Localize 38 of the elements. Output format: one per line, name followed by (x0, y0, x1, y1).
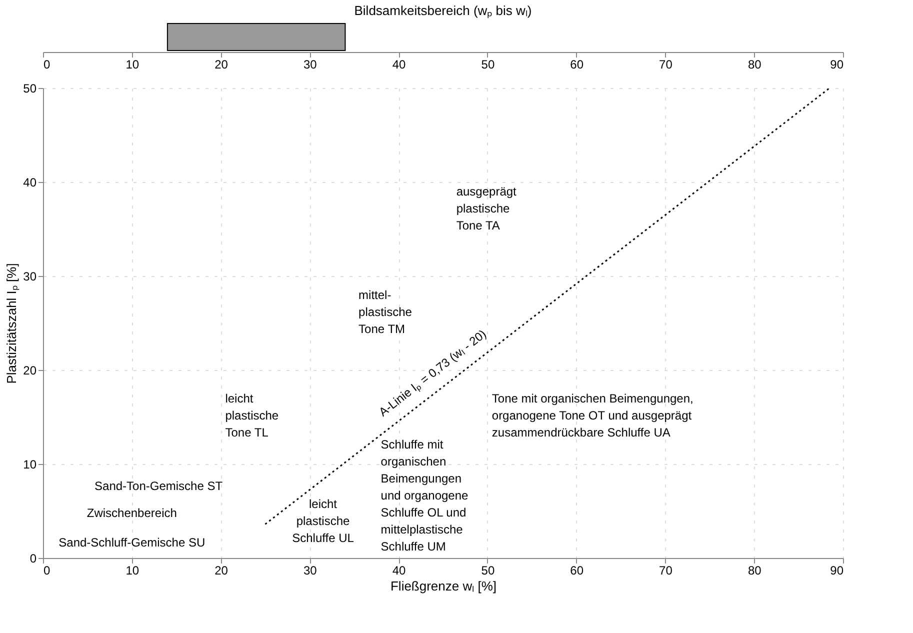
y-axis-title: Plastizitätszahl Iₚ [%] (4, 263, 20, 384)
annotation: Zwischenbereich (86, 506, 177, 520)
y-tick-label: 30 (23, 270, 37, 284)
annotation: Schluffe mit organischen Beimengungen und organogene Schluffe OL und mittelplastische Schluffe UM (380, 438, 469, 554)
annotation: Sand-Ton-Gemische ST (94, 478, 224, 493)
x-tick-label: 20 (214, 58, 228, 72)
x-tick-label: 30 (303, 58, 318, 72)
x-tick-label: 50 (481, 58, 495, 72)
y-tick-label: 10 (23, 458, 37, 472)
annotation: leicht plastische Tone TL (225, 392, 279, 440)
x-tick-label: 20 (214, 564, 228, 578)
x-tick-label: 10 (126, 564, 140, 578)
annotation: mittel- plastische Tone TM (358, 288, 412, 336)
x-tick-label: 70 (659, 564, 673, 578)
x-tick-label: 80 (748, 564, 762, 578)
x-tick-label: 60 (570, 58, 584, 72)
x-tick-label: 90 (830, 58, 844, 72)
x-tick-label: 80 (748, 58, 762, 72)
x-tick-label: 0 (44, 58, 50, 72)
x-tick-label: 50 (481, 564, 495, 578)
y-tick-label: 20 (23, 364, 37, 378)
x-axis-title: Fließgrenze wₗ [%] (390, 578, 497, 594)
y-tick-label: 40 (23, 176, 37, 190)
x-tick-label: 0 (44, 564, 50, 578)
x-tick-label: 70 (659, 58, 673, 72)
annotation: Sand-Schluff-Gemische SU (58, 535, 206, 550)
annotation: leicht plastische Schluffe UL (292, 496, 354, 545)
x-tick-label: 60 (570, 564, 584, 578)
x-tick-label: 40 (392, 564, 406, 578)
chart-title: Bildsamkeitsbereich (wₚ bis wₗ) (354, 3, 532, 19)
annotation: Tone mit organischen Beimengungen, organogene Tone OT und ausgeprägt zusammendrückbare Schluffe UA (492, 392, 694, 440)
x-tick-label: 30 (303, 564, 318, 578)
y-tick-label: 50 (23, 82, 37, 96)
x-tick-label: 40 (392, 58, 406, 72)
x-tick-label: 10 (126, 58, 140, 72)
annotation: ausgeprägt plastische Tone TA (456, 184, 518, 233)
x-tick-label: 90 (830, 564, 844, 578)
y-tick-label: 0 (30, 552, 37, 566)
